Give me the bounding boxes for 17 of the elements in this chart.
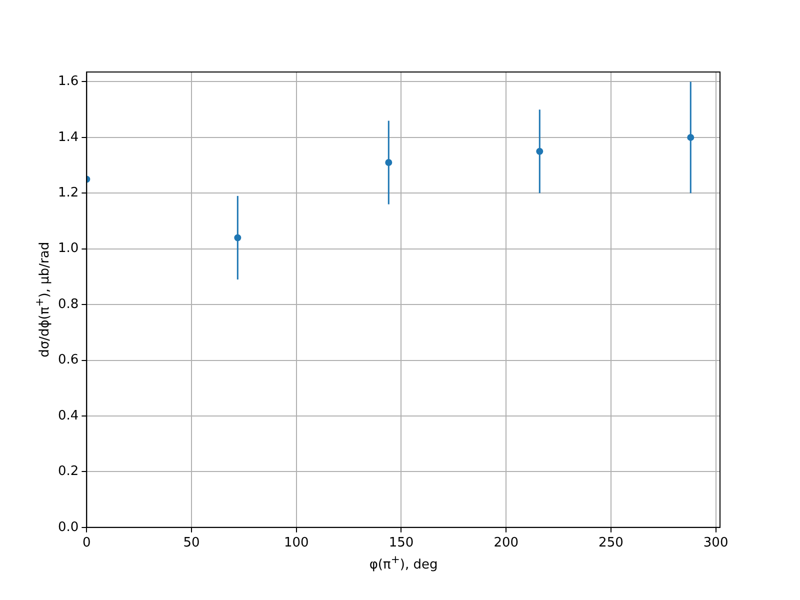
y-tick-label: 0.2 <box>58 464 79 480</box>
x-tick-label: 250 <box>598 536 624 551</box>
x-tick-label: 100 <box>284 536 309 551</box>
x-tick-label: 50 <box>183 536 200 551</box>
x-tick-label: 200 <box>494 536 519 551</box>
y-tick-label: 0.6 <box>58 352 79 368</box>
y-tick-label: 1.0 <box>58 241 79 256</box>
y-tick-label: 0.8 <box>58 296 79 312</box>
x-tick-label: 0 <box>82 536 91 551</box>
y-tick-label: 1.6 <box>58 74 79 90</box>
y-tick-label: 0.4 <box>58 408 79 424</box>
y-tick-label: 0.0 <box>58 520 79 535</box>
y-tick-label: 1.4 <box>58 130 79 145</box>
x-tick-label: 150 <box>388 536 414 551</box>
x-tick-label: 300 <box>703 536 728 551</box>
x-axis-title: φ(π$^{+}$), deg <box>369 553 438 573</box>
y-tick-label: 1.2 <box>58 186 79 201</box>
